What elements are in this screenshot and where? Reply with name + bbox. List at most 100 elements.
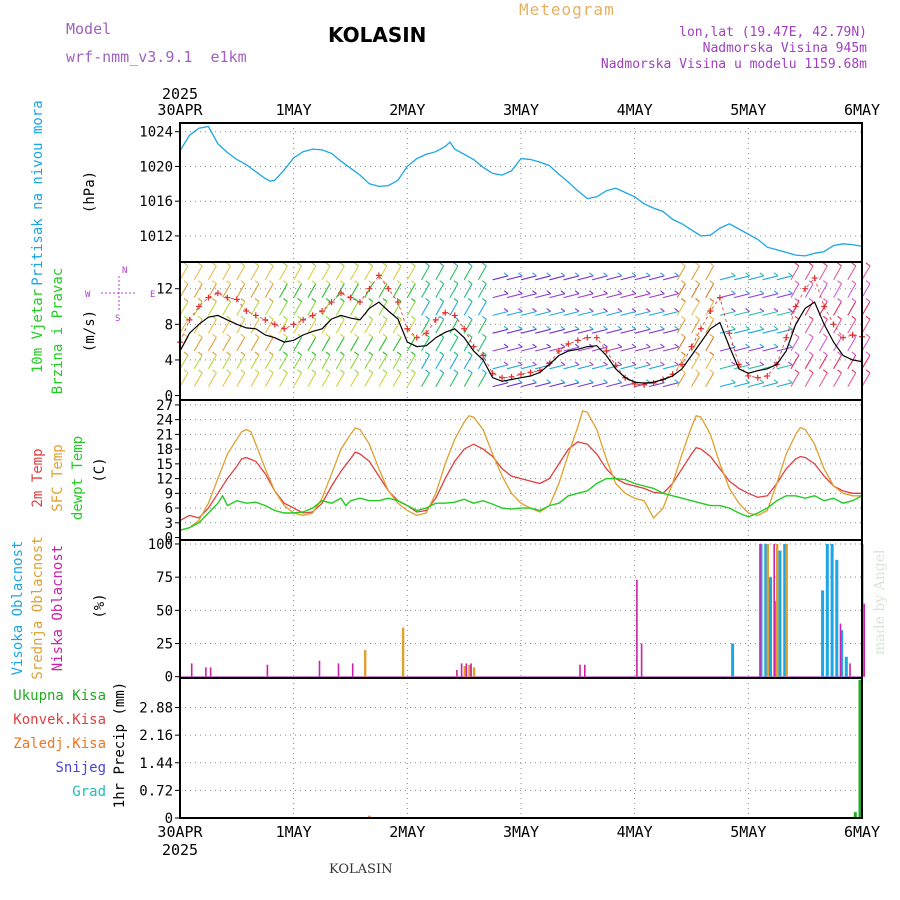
wind-barb-flag [574, 325, 580, 330]
wind-barb-flag [695, 262, 700, 267]
cloud_high-bar [778, 550, 782, 677]
wind-barb-flag [226, 351, 231, 356]
wind-barb-flag [382, 298, 388, 302]
wind-barb-flag [325, 351, 331, 356]
wind-gust-marker [319, 307, 326, 314]
wind-barb-flag [368, 369, 374, 374]
wind-barb-flag [354, 369, 359, 374]
wind-barb [250, 265, 260, 281]
cloud_low-bar [465, 663, 468, 677]
wind-barb-flag [660, 272, 665, 277]
wind-gust-marker [546, 360, 553, 367]
wind-barb [804, 354, 814, 370]
wind-barb-flag [680, 351, 686, 356]
wind-barb [662, 382, 679, 388]
wind-gust-marker [849, 332, 856, 339]
wind-barb-flag [731, 308, 736, 312]
wind-barb-flag [546, 272, 552, 277]
elevation-label: Nadmorska Visina 945m [702, 41, 867, 56]
wind-barb [748, 364, 764, 370]
wind-barb-flag [574, 308, 580, 312]
cloud_high-bar [830, 544, 834, 677]
wind-barb [222, 265, 232, 281]
wind-barb [861, 283, 871, 298]
wind-barb-flag [410, 262, 416, 267]
wind-gust-marker [375, 272, 382, 279]
wind-barb-flag [787, 308, 793, 312]
wind-barb [236, 283, 246, 298]
wind-barb [449, 372, 459, 387]
wind-barb [236, 354, 246, 370]
wind-barb [762, 275, 779, 281]
wind-barb [577, 293, 594, 299]
wind-barb-flag [339, 298, 345, 302]
wind-barb-flag [226, 262, 231, 267]
wind-barb [719, 293, 736, 299]
wind-barb-flag [410, 280, 416, 285]
ytick-label-clouds-3: 75 [156, 570, 173, 586]
wind-barb [207, 283, 217, 298]
wind-barb-flag [325, 369, 331, 374]
cloud-high-ylabel: Visoka Oblacnost [10, 541, 26, 676]
wind-barb [705, 372, 715, 387]
wind-gust-marker [802, 285, 809, 292]
wind-barb-flag [709, 351, 715, 356]
wind-barb-flag [745, 343, 750, 348]
compass-w: W [85, 290, 91, 300]
wind-barb [193, 354, 203, 370]
wind-barb-flag [254, 351, 260, 356]
wind-barb-flag [503, 308, 509, 312]
wind-barb [463, 372, 473, 387]
wind-barb-flag [709, 298, 715, 302]
wind-barb-flag [787, 325, 793, 330]
cloud_mid-bar [463, 666, 466, 677]
wind-barb [250, 301, 260, 316]
wind-barb [804, 372, 814, 387]
wind-barb [790, 265, 800, 281]
wind-gust-marker [432, 316, 439, 323]
wind-barb-flag [588, 325, 594, 330]
sfc_temp-line [179, 409, 862, 531]
wind-barb [435, 354, 445, 370]
cloud_high-bar [759, 544, 763, 677]
wind-barb [350, 265, 359, 281]
wind-barb [307, 372, 317, 387]
ytick-label-precip-0: 0 [165, 811, 173, 827]
cloud_low-bar [579, 664, 581, 677]
wind-barb-flag [339, 280, 345, 285]
wind-barb [790, 283, 800, 298]
wind-barb [463, 265, 473, 281]
wind-barb-flag [731, 272, 736, 277]
wind-gust-marker [745, 372, 752, 379]
wind-barb [492, 293, 509, 299]
wind-barb [748, 293, 764, 299]
wind-barb [705, 336, 715, 352]
wind-barb-flag [325, 333, 331, 338]
wind-barb-flag [674, 325, 679, 330]
wind-barb-flag [794, 351, 800, 356]
cloud-low-ylabel: Niska Oblacnost [50, 545, 66, 671]
wind-barb [222, 319, 232, 334]
wind-barb [733, 364, 750, 370]
wind-barb-flag [773, 379, 779, 384]
wind-barb [350, 319, 359, 334]
wind-barb [833, 265, 842, 281]
cloud_low-bar [470, 663, 472, 677]
wind-barb-flag [546, 379, 552, 384]
cloud-mid-ylabel: Srednja Oblacnost [30, 536, 46, 679]
wind-barb [776, 382, 793, 388]
wind-barb-flag [311, 369, 317, 374]
wind-barb [321, 301, 331, 316]
wind-barb [648, 310, 665, 316]
wind-barb-flag [396, 369, 402, 374]
wind-barb [563, 364, 580, 370]
wind-barb [563, 293, 580, 299]
wind-barb-flag [731, 379, 736, 384]
wind-barb-flag [382, 351, 388, 356]
wind-barb [378, 354, 388, 370]
wind-barb-flag [283, 333, 288, 338]
cloud_mid-bar [766, 544, 769, 677]
wind-barb [264, 372, 274, 387]
wind-barb-flag [560, 290, 566, 295]
wind-barb-flag [532, 361, 537, 366]
